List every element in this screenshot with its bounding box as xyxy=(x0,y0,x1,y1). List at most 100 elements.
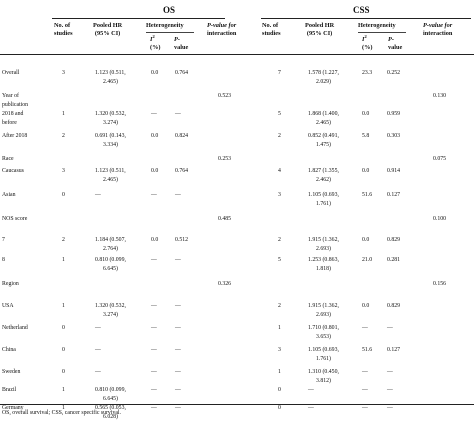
css-p-value: 0.959 xyxy=(387,111,401,117)
os-p-value: — xyxy=(175,347,181,353)
css-p-value: — xyxy=(387,325,393,331)
css-p-value: 0.914 xyxy=(387,168,401,174)
css-pooled-hr-ci-upper: 3.812) xyxy=(316,378,331,384)
os-p-value: 0.764 xyxy=(175,70,189,76)
os-pooled-hr-ci-upper: 2.465) xyxy=(103,177,118,183)
os-studies-count: 3 xyxy=(62,70,65,76)
css-p-value: — xyxy=(387,387,393,393)
os-p-value: — xyxy=(175,405,181,411)
css-pooled-hr: 1.105 (0.693, xyxy=(308,347,339,353)
css-pooled-hr-ci-upper: 2.029) xyxy=(316,79,331,85)
os-pooled-hr: 1.123 (0.511, xyxy=(95,70,126,76)
os-heterogeneity-rule xyxy=(146,32,194,33)
row-label: Region xyxy=(2,281,19,287)
row-label: Asian xyxy=(2,192,16,198)
row-label: China xyxy=(2,347,16,353)
os-i2-value: — xyxy=(151,257,157,263)
os-header-no-studies: No. of studies xyxy=(54,22,73,37)
css-pooled-hr: 1.868 (1.400, xyxy=(308,111,339,117)
os-pooled-hr: 0.810 (0.099, xyxy=(95,387,126,393)
os-i2-value: — xyxy=(151,369,157,375)
table-bottom-rule xyxy=(0,404,474,405)
os-studies-count: 1 xyxy=(62,111,65,117)
os-pooled-hr-ci-upper: 6.645) xyxy=(103,266,118,272)
css-pooled-hr-ci-upper: 2.465) xyxy=(316,120,331,126)
css-p-value: 0.127 xyxy=(387,347,401,353)
css-studies-count: 7 xyxy=(278,70,281,76)
os-pooled-hr: — xyxy=(95,192,101,198)
os-i2-value: — xyxy=(151,347,157,353)
os-i2-value: — xyxy=(151,111,157,117)
css-pooled-hr: 1.253 (0.863, xyxy=(308,257,339,263)
css-pooled-hr: — xyxy=(308,387,314,393)
css-header-i2: I2 (%) xyxy=(362,33,373,51)
css-p-value: 0.303 xyxy=(387,133,401,139)
os-p-interaction: 0.485 xyxy=(218,216,232,222)
css-p-value: 0.829 xyxy=(387,237,401,243)
css-studies-count: 3 xyxy=(278,192,281,198)
os-i2-value: — xyxy=(151,405,157,411)
css-header-no-studies: No. of studies xyxy=(262,22,281,37)
css-pooled-hr-ci-upper: 1.761) xyxy=(316,356,331,362)
os-pooled-hr: 1.184 (0.507, xyxy=(95,237,126,243)
css-pooled-hr-ci-upper: 1.818) xyxy=(316,266,331,272)
os-pooled-hr-ci-upper: 6.028) xyxy=(103,414,118,420)
css-studies-count: 5 xyxy=(278,111,281,117)
row-label: Brazil xyxy=(2,387,17,393)
row-label: 7 xyxy=(2,237,5,243)
css-studies-count: 5 xyxy=(278,257,281,263)
row-label: Germany xyxy=(2,405,24,411)
top-rule-css xyxy=(261,18,471,19)
css-i2-value: 23.3 xyxy=(362,70,373,76)
os-studies-count: 2 xyxy=(62,133,65,139)
css-pooled-hr: 1.827 (1.355, xyxy=(308,168,339,174)
css-i2-value: 0.0 xyxy=(362,111,370,117)
os-pooled-hr: — xyxy=(95,347,101,353)
row-label: Overall xyxy=(2,70,20,76)
css-studies-count: 0 xyxy=(278,387,281,393)
top-rule-os xyxy=(52,18,225,19)
css-header-pooled-hr: Pooled HR (95% CI) xyxy=(305,22,335,37)
row-label: After 2018 xyxy=(2,133,28,139)
os-header-heterogeneity: Heterogeneity xyxy=(146,22,184,29)
css-i2-value: 21.0 xyxy=(362,257,373,263)
css-pooled-hr: 1.105 (0.693, xyxy=(308,192,339,198)
css-p-interaction: 0.100 xyxy=(433,216,447,222)
os-i2-value: 0.0 xyxy=(151,133,159,139)
css-pooled-hr: 0.852 (0.491, xyxy=(308,133,339,139)
css-p-value: 0.829 xyxy=(387,303,401,309)
os-pooled-hr-ci-upper: 2.465) xyxy=(103,79,118,85)
os-p-value: 0.512 xyxy=(175,237,189,243)
row-label: Netherland xyxy=(2,325,28,331)
css-pooled-hr-ci-upper: 2.462) xyxy=(316,177,331,183)
css-i2-value: — xyxy=(362,405,368,411)
group-header-css: CSS xyxy=(353,5,370,15)
os-p-value: — xyxy=(175,369,181,375)
css-pooled-hr-ci-upper: 2.693) xyxy=(316,246,331,252)
css-header-p-value: P-value xyxy=(388,36,403,51)
css-studies-count: 2 xyxy=(278,303,281,309)
os-studies-count: 3 xyxy=(62,168,65,174)
os-p-value: — xyxy=(175,387,181,393)
os-pooled-hr-ci-upper: 3.334) xyxy=(103,142,118,148)
css-pooled-hr-ci-upper: 2.693) xyxy=(316,312,331,318)
css-i2-value: 0.0 xyxy=(362,303,370,309)
os-i2-value: — xyxy=(151,303,157,309)
os-pooled-hr-ci-upper: 6.645) xyxy=(103,396,118,402)
os-i2-value: 0.0 xyxy=(151,237,159,243)
css-studies-count: 4 xyxy=(278,168,281,174)
css-header-heterogeneity: Heterogeneity xyxy=(358,22,396,29)
os-pooled-hr: — xyxy=(95,325,101,331)
css-pooled-hr-ci-upper: 3.653) xyxy=(316,334,331,340)
row-label-line2: publication xyxy=(2,102,29,108)
css-p-interaction: 0.156 xyxy=(433,281,447,287)
css-p-value: 0.281 xyxy=(387,257,401,263)
css-studies-count: 2 xyxy=(278,133,281,139)
os-p-value: — xyxy=(175,325,181,331)
css-studies-count: 2 xyxy=(278,237,281,243)
row-label: NOS score xyxy=(2,216,28,222)
os-studies-count: 0 xyxy=(62,192,65,198)
css-pooled-hr-ci-upper: 1.475) xyxy=(316,142,331,148)
css-studies-count: 3 xyxy=(278,347,281,353)
css-p-value: 0.252 xyxy=(387,70,401,76)
